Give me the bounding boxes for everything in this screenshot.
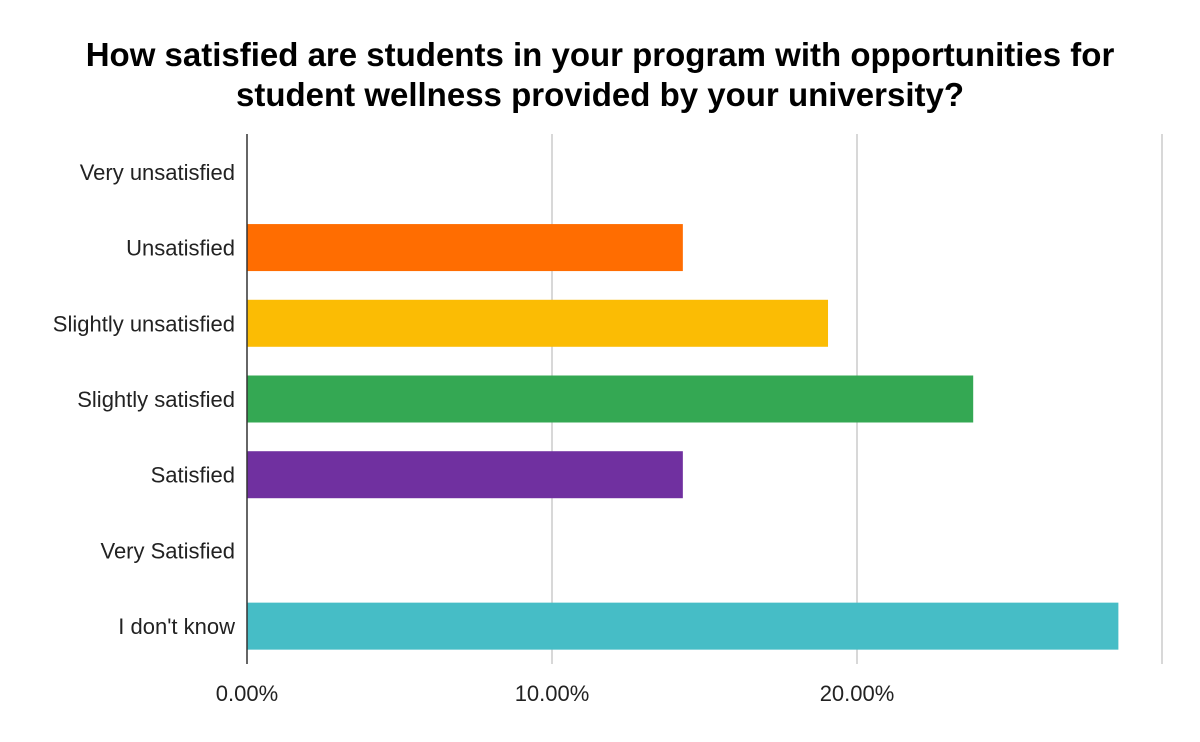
bar-satisfied — [247, 451, 683, 499]
category-label: Satisfied — [151, 463, 235, 488]
bar-slightly-unsatisfied — [247, 299, 829, 347]
x-tick-label: 10.00% — [515, 681, 590, 706]
chart-title-line-2: student wellness provided by your univer… — [236, 76, 964, 113]
x-tick-label: 20.00% — [820, 681, 895, 706]
bar-i-don-t-know — [247, 602, 1119, 650]
x-axis-ticks: 0.00% 10.00% 20.00% — [216, 681, 895, 706]
category-label: Very Satisfied — [100, 538, 235, 563]
bars — [247, 224, 1119, 650]
bar-unsatisfied — [247, 224, 683, 272]
category-label: Slightly satisfied — [77, 387, 235, 412]
category-label: Very unsatisfied — [80, 160, 235, 185]
category-label: I don't know — [118, 614, 235, 639]
category-labels: Very unsatisfied Unsatisfied Slightly unsa… — [53, 160, 235, 639]
category-label: Unsatisfied — [126, 236, 235, 261]
chart-title-line-1: How satisfied are students in your progr… — [86, 36, 1115, 73]
x-tick-label: 0.00% — [216, 681, 278, 706]
bar-slightly-satisfied — [247, 375, 974, 423]
category-label: Slightly unsatisfied — [53, 311, 235, 336]
